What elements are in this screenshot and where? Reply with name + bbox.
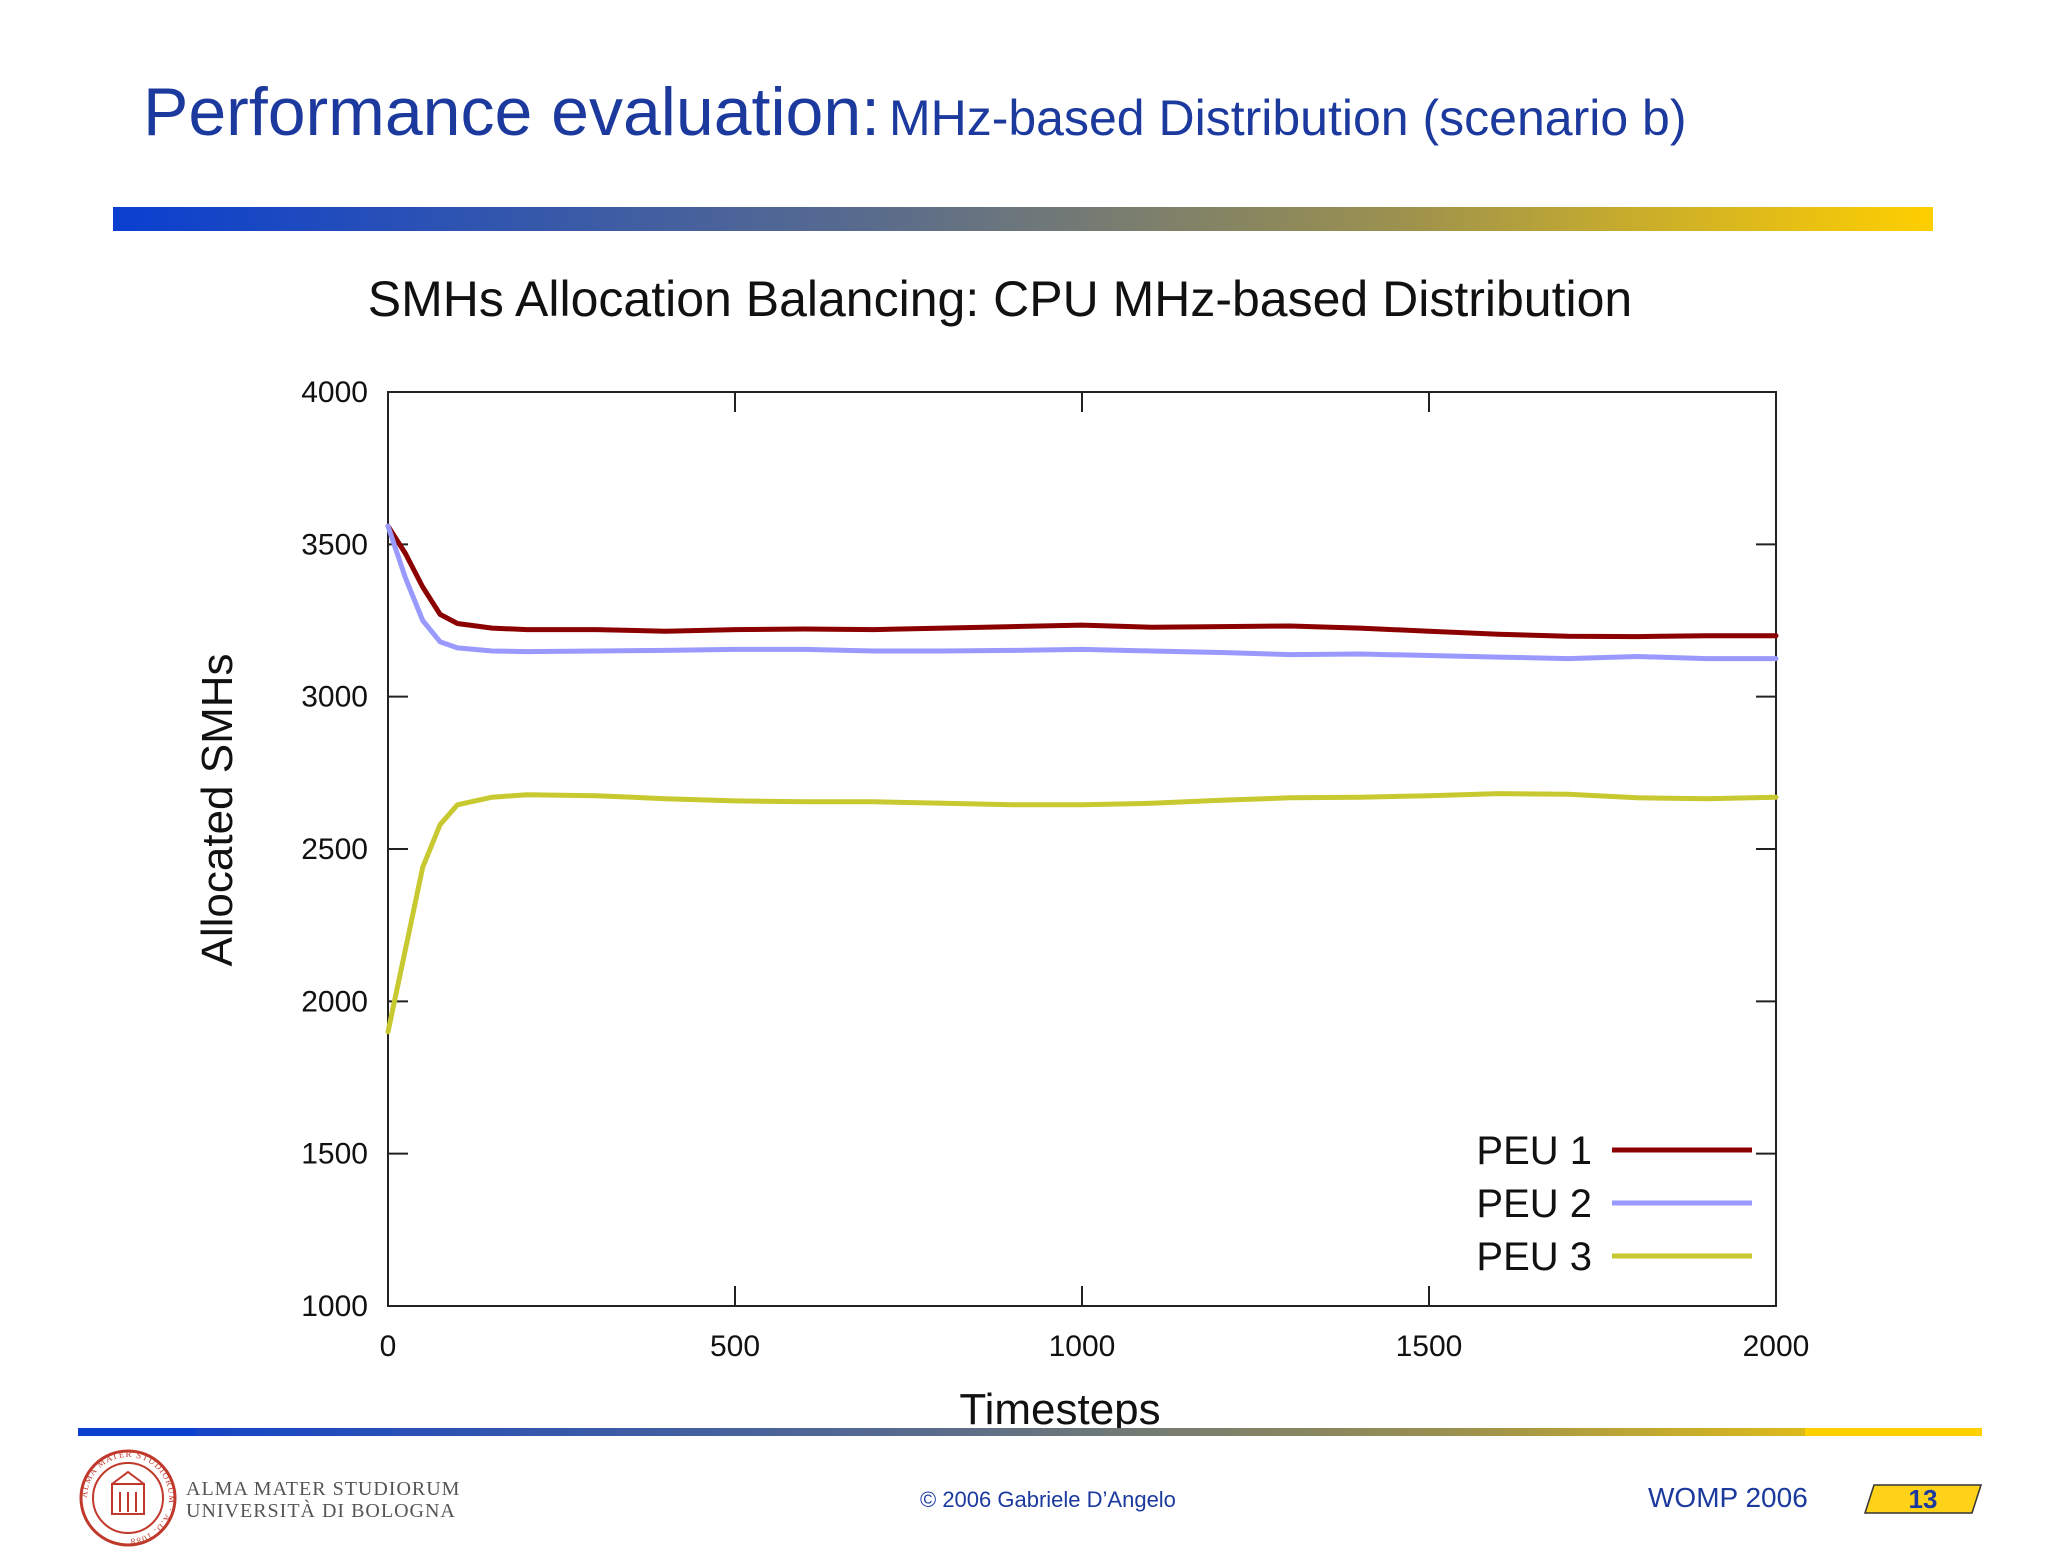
footer-divider-bar (78, 1428, 1982, 1436)
y-tick-label-5: 3500 (301, 528, 368, 561)
slide-title-main: Performance evaluation: (143, 74, 881, 150)
y-tick-label-6: 4000 (301, 376, 368, 409)
page-badge-shape (1864, 1484, 1982, 1514)
y-tick-label-2: 2000 (301, 985, 368, 1018)
y-axis-label: Allocated SMHs (193, 653, 242, 966)
footer-copyright: © 2006 Gabriele D’Angelo (920, 1487, 1176, 1512)
x-tick-label-3: 1500 (1396, 1330, 1463, 1363)
page-number-badge: 13 (1864, 1484, 1982, 1514)
axis-tick-labels: 0 500 1000 1500 2000 1000 1500 2000 2500 3000 3500… (301, 376, 1809, 1363)
legend-label-peu-3: PEU 3 (1476, 1235, 1592, 1279)
x-axis-label: Timesteps (959, 1385, 1160, 1434)
y-tick-label-1: 1500 (301, 1138, 368, 1171)
legend-label-peu-1: PEU 1 (1476, 1129, 1592, 1173)
series-line-peu-1 (385, 523, 1779, 640)
university-name: ALMA MATER STUDIORUM UNIVERSITÀ DI BOLOG… (186, 1478, 460, 1522)
slide-title-sub: MHz-based Distribution (scenario b) (888, 90, 1687, 146)
university-seal-logo: ALMA MATER STUDIORUM · A.D. 1088 (79, 1449, 177, 1547)
y-tick-label-3: 2500 (301, 833, 368, 866)
series-line-peu-2 (385, 523, 1779, 662)
x-tick-label-0: 0 (380, 1330, 397, 1363)
series-lines (385, 523, 1779, 1035)
page-number: 13 (1908, 1484, 1938, 1514)
x-tick-label-4: 2000 (1743, 1330, 1810, 1363)
axis-ticks (387, 391, 1777, 1307)
slide-title: Performance evaluation: MHz-based Distri… (143, 78, 1686, 146)
title-divider-bar (113, 207, 1933, 231)
footer-conference: WOMP 2006 (1648, 1482, 1808, 1513)
university-name-line2: UNIVERSITÀ DI BOLOGNA (186, 1500, 456, 1522)
legend-label-peu-2: PEU 2 (1476, 1182, 1592, 1226)
smh-allocation-chart: SMHs Allocation Balancing: CPU MHz-based… (193, 271, 1809, 1434)
footer-bar-accent-left (78, 1428, 196, 1436)
chart-legend: PEU 1 PEU 2 PEU 3 (1476, 1129, 1752, 1279)
y-tick-label-4: 3000 (301, 681, 368, 714)
x-tick-label-1: 500 (710, 1330, 760, 1363)
university-name-line1: ALMA MATER STUDIORUM (186, 1478, 461, 1500)
x-tick-label-2: 1000 (1049, 1330, 1116, 1363)
y-tick-label-0: 1000 (301, 1290, 368, 1323)
chart-title: SMHs Allocation Balancing: CPU MHz-based… (368, 271, 1632, 327)
series-line-peu-3 (385, 791, 1779, 1035)
footer-bar-accent-right (1805, 1428, 1982, 1436)
